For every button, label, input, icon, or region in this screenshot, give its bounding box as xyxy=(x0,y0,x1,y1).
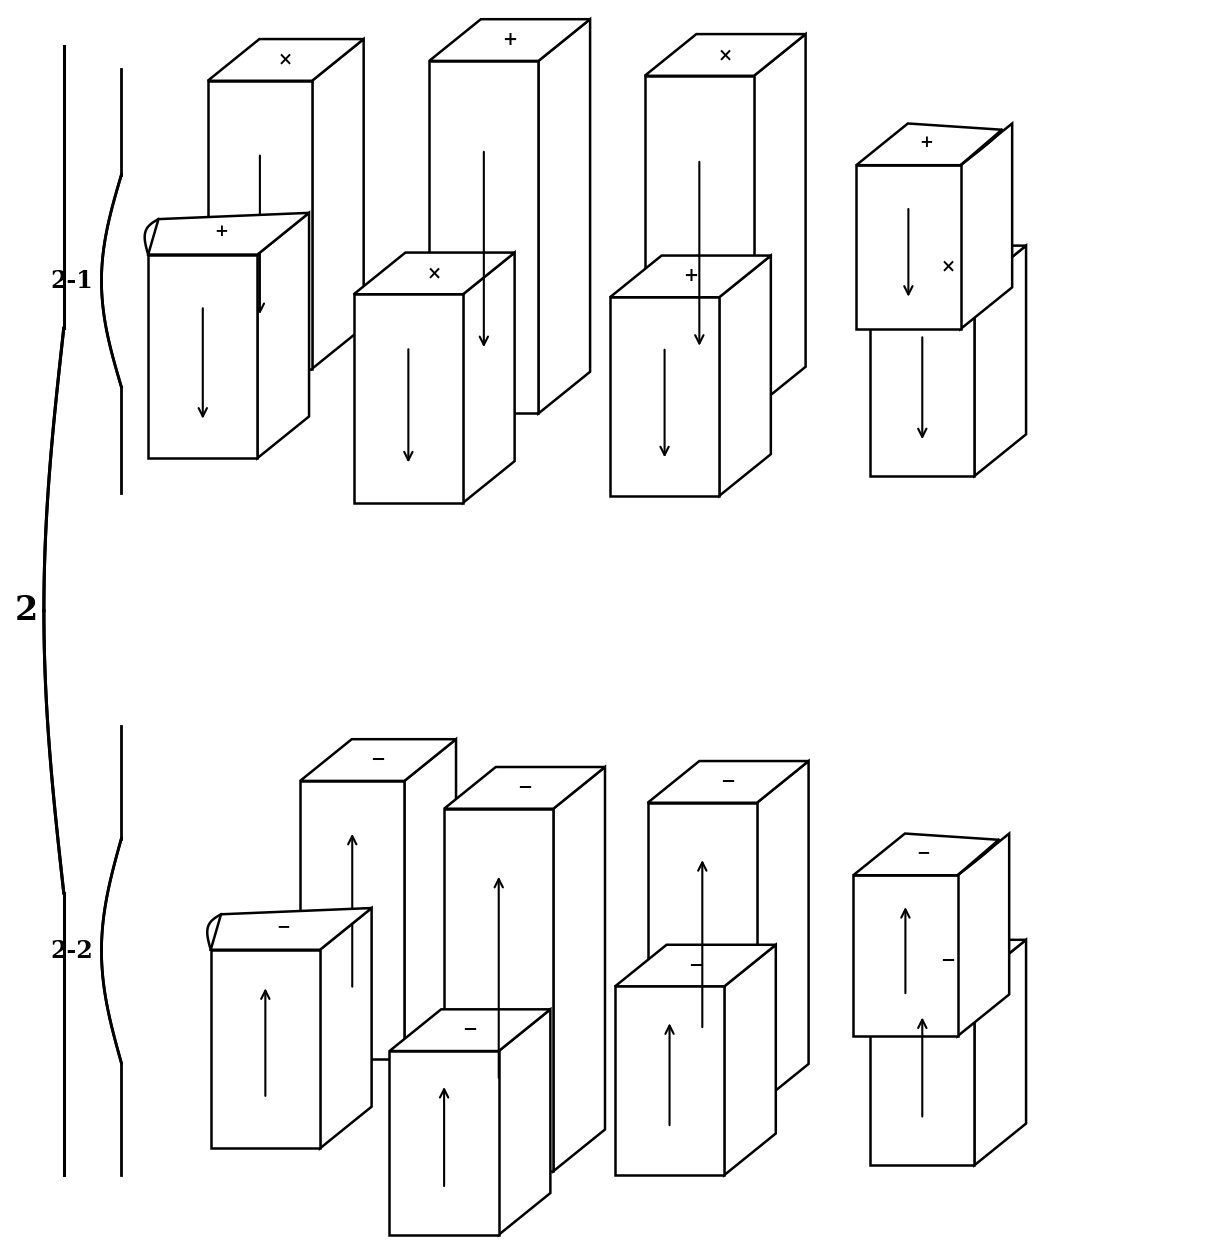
Polygon shape xyxy=(210,950,320,1148)
Polygon shape xyxy=(615,945,776,986)
Text: 2-2: 2-2 xyxy=(51,939,93,963)
Polygon shape xyxy=(405,739,457,1059)
Polygon shape xyxy=(429,61,539,414)
Polygon shape xyxy=(354,253,515,294)
Polygon shape xyxy=(354,294,463,503)
Text: ×: × xyxy=(718,46,733,64)
Text: +: + xyxy=(919,133,934,151)
Polygon shape xyxy=(958,833,1009,1036)
Polygon shape xyxy=(208,81,312,369)
Polygon shape xyxy=(975,940,1026,1165)
Polygon shape xyxy=(610,297,719,496)
Text: −: − xyxy=(941,951,956,970)
Polygon shape xyxy=(724,945,776,1175)
Text: −: − xyxy=(277,918,290,935)
Text: −: − xyxy=(917,844,930,860)
Polygon shape xyxy=(610,256,771,297)
Text: ×: × xyxy=(278,51,294,69)
Polygon shape xyxy=(210,908,372,950)
Polygon shape xyxy=(208,39,364,81)
Polygon shape xyxy=(615,986,724,1175)
Polygon shape xyxy=(539,19,590,414)
Polygon shape xyxy=(853,875,958,1036)
Polygon shape xyxy=(312,39,364,369)
Polygon shape xyxy=(870,940,1026,981)
Polygon shape xyxy=(300,739,457,781)
Text: +: + xyxy=(683,267,698,286)
Text: −: − xyxy=(721,773,736,791)
Polygon shape xyxy=(960,123,1012,329)
Polygon shape xyxy=(149,254,257,458)
Polygon shape xyxy=(300,781,405,1059)
Polygon shape xyxy=(757,761,808,1106)
Text: ×: × xyxy=(426,264,442,282)
Polygon shape xyxy=(645,34,806,76)
Polygon shape xyxy=(870,287,975,476)
Polygon shape xyxy=(257,213,309,458)
Polygon shape xyxy=(647,803,757,1106)
Polygon shape xyxy=(553,767,605,1171)
Polygon shape xyxy=(389,1051,499,1235)
Polygon shape xyxy=(856,165,960,329)
Text: −: − xyxy=(371,751,385,769)
Polygon shape xyxy=(853,833,999,875)
Polygon shape xyxy=(320,908,372,1148)
Text: −: − xyxy=(463,1021,477,1039)
Polygon shape xyxy=(445,767,605,809)
Polygon shape xyxy=(870,246,1026,287)
Polygon shape xyxy=(975,246,1026,476)
Polygon shape xyxy=(463,253,515,503)
Text: +: + xyxy=(503,31,517,49)
Polygon shape xyxy=(389,1009,551,1051)
Polygon shape xyxy=(645,76,754,409)
Polygon shape xyxy=(445,809,553,1171)
Text: +: + xyxy=(214,223,228,241)
Text: ×: × xyxy=(941,257,956,276)
Polygon shape xyxy=(149,213,309,254)
Polygon shape xyxy=(429,19,590,61)
Text: −: − xyxy=(687,956,703,975)
Text: 2: 2 xyxy=(14,594,37,626)
Polygon shape xyxy=(719,256,771,496)
Polygon shape xyxy=(499,1009,551,1235)
Polygon shape xyxy=(647,761,808,803)
Polygon shape xyxy=(870,981,975,1165)
Polygon shape xyxy=(754,34,806,409)
Text: −: − xyxy=(517,779,532,797)
Polygon shape xyxy=(856,123,1001,165)
Text: 2-1: 2-1 xyxy=(51,269,93,293)
